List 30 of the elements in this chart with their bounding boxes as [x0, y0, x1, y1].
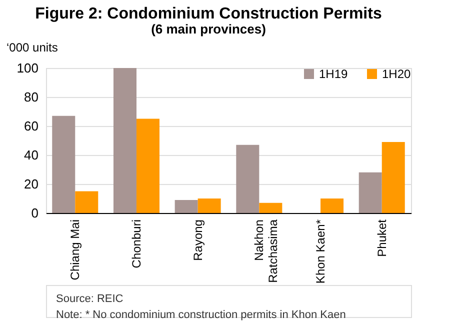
y-axis-title: ‘000 units	[6, 40, 58, 54]
x-tick-label: Phuket	[374, 218, 389, 257]
x-tick-label: Rayong	[190, 220, 205, 261]
y-tick-label: 20	[24, 176, 38, 192]
chart-subtitle: (6 main provinces)	[151, 22, 266, 36]
bar	[198, 198, 221, 213]
y-tick-label: 40	[24, 148, 38, 162]
x-tick-label: Chiang Mai	[68, 220, 82, 280]
x-tick-label: Nakhon Ratchasima	[252, 219, 280, 283]
y-tick-label: 60	[24, 118, 38, 134]
bar	[75, 191, 98, 213]
x-tick-label: Chonburi	[129, 220, 144, 268]
y-tick-label: 0	[31, 206, 38, 220]
bar	[52, 116, 76, 213]
bar	[320, 198, 344, 213]
y-tick-label: 80	[24, 90, 38, 104]
text: Note: * No condominium construction permits in Khon Kaen	[56, 309, 346, 321]
bar	[358, 172, 382, 213]
source-note: Source: REIC	[56, 293, 124, 305]
bar	[136, 118, 160, 213]
legend-label: 1H19	[319, 67, 348, 81]
bar	[259, 202, 282, 213]
x-tick-label: Khon Kaen*	[314, 219, 328, 284]
bar	[174, 200, 198, 213]
bar	[236, 144, 260, 213]
bar	[382, 142, 405, 213]
chart-title: Figure 2: Condominium Construction Permits	[35, 6, 382, 22]
legend-label: 1H20	[382, 67, 412, 81]
y-tick-label: 100	[16, 60, 38, 76]
bar	[113, 68, 136, 213]
